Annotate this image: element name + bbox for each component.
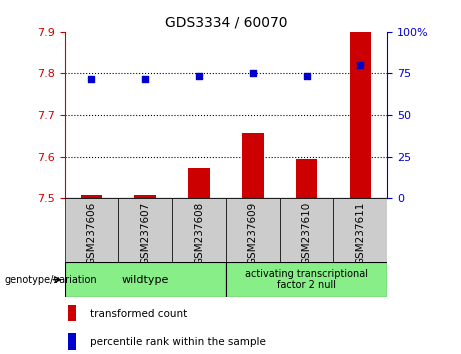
Bar — [349, 32, 371, 198]
Bar — [65, 262, 226, 297]
Bar — [333, 198, 387, 262]
Text: percentile rank within the sample: percentile rank within the sample — [90, 337, 266, 348]
Text: wildtype: wildtype — [122, 275, 169, 285]
Point — [142, 76, 149, 82]
Bar — [68, 333, 76, 350]
Text: GSM237610: GSM237610 — [301, 201, 312, 265]
Bar — [81, 195, 102, 198]
Point — [88, 76, 95, 82]
Point — [249, 70, 256, 75]
Title: GDS3334 / 60070: GDS3334 / 60070 — [165, 15, 287, 29]
Bar — [226, 198, 280, 262]
Bar — [242, 133, 264, 198]
Point — [195, 73, 203, 79]
Text: GSM237611: GSM237611 — [355, 201, 366, 265]
Bar — [135, 195, 156, 198]
Bar — [172, 198, 226, 262]
Bar — [118, 198, 172, 262]
Bar — [68, 304, 76, 321]
Bar — [188, 168, 210, 198]
Bar — [226, 262, 387, 297]
Text: GSM237609: GSM237609 — [248, 201, 258, 265]
Bar — [65, 198, 118, 262]
Bar — [296, 159, 317, 198]
Bar — [280, 198, 333, 262]
Text: GSM237607: GSM237607 — [140, 201, 150, 265]
Text: activating transcriptional
factor 2 null: activating transcriptional factor 2 null — [245, 269, 368, 291]
Text: genotype/variation: genotype/variation — [5, 275, 97, 285]
Text: GSM237606: GSM237606 — [86, 201, 96, 265]
Point — [303, 73, 310, 79]
Text: transformed count: transformed count — [90, 309, 188, 319]
Text: GSM237608: GSM237608 — [194, 201, 204, 265]
Point — [357, 62, 364, 68]
